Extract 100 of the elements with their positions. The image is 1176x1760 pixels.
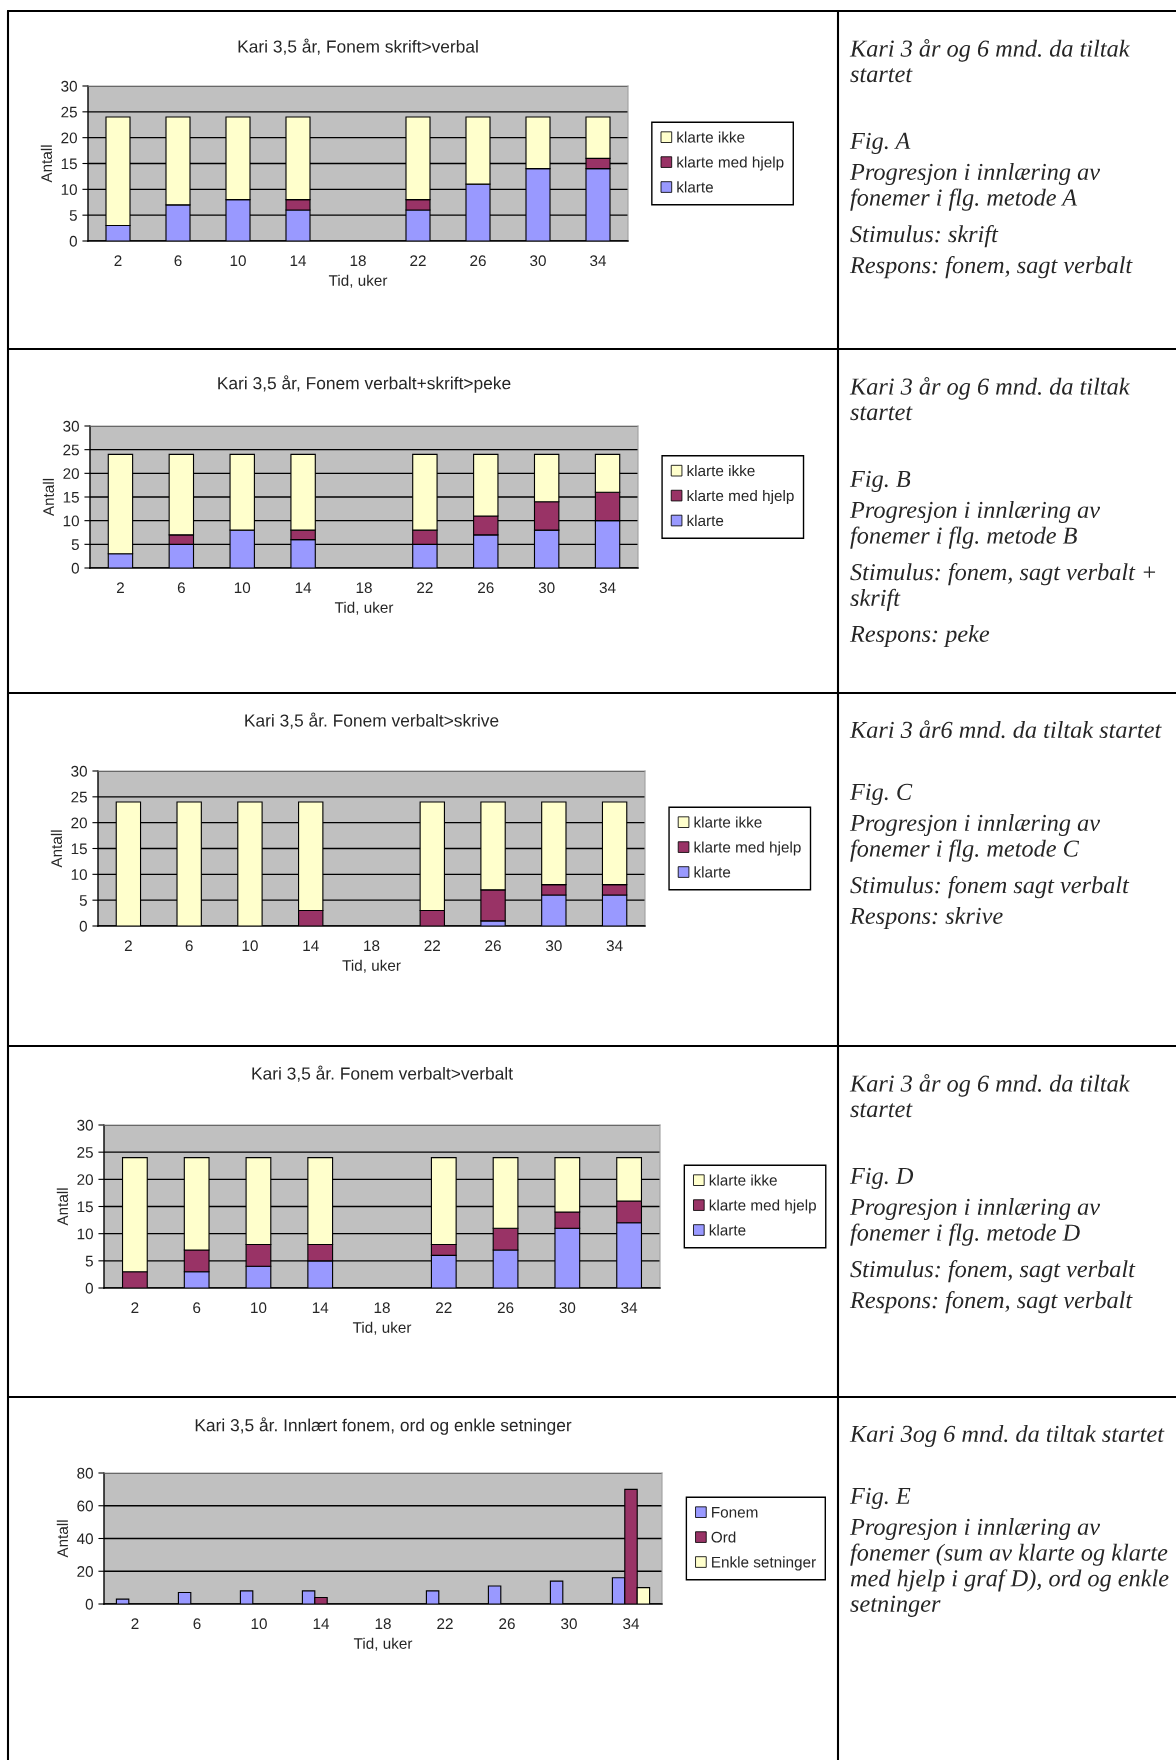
- y-tick-label: 30: [77, 1119, 93, 1131]
- y-tick-label: 20: [61, 132, 77, 144]
- chart-title: Kari 3,5 år. Innlært fonem, ord og enkle setninger: [195, 1417, 572, 1435]
- y-tick-label: 30: [61, 80, 77, 92]
- y-tick-label: 0: [79, 920, 87, 932]
- y-tick-label: 0: [71, 562, 79, 574]
- x-tick-label: 2: [114, 255, 122, 266]
- y-tick-label: 0: [69, 235, 77, 247]
- legend-label: klarte: [694, 866, 731, 878]
- x-axis-title: Tid, uker: [328, 274, 388, 288]
- text: Progresjon i innlæring av fonemer (sum av klarte og klarte med hjelp i graf D), ord og enkle setninger: [849, 1518, 1169, 1617]
- x-tick-label: 2: [131, 1302, 139, 1313]
- text: Stimulus: fonem sagt verbalt: [850, 876, 1130, 899]
- text: Fig. D: [849, 1167, 914, 1190]
- x-tick-label: 34: [590, 255, 607, 267]
- x-tick-label: 26: [485, 940, 501, 952]
- x-tick-label: 22: [437, 1618, 453, 1629]
- x-tick-label: 10: [234, 582, 251, 594]
- text: Kari 3 år og 6 mnd. da tiltak startet: [849, 1074, 1130, 1118]
- chart-title: Kari 3,5 år. Fonem verbalt>verbalt: [252, 1065, 513, 1082]
- text: Progresjon i innlæring av fonemer i flg. metode C: [849, 814, 1101, 862]
- x-tick-label: 30: [561, 1618, 577, 1630]
- y-axis-title: Antall: [56, 1188, 69, 1226]
- x-tick-label: 6: [177, 582, 185, 594]
- x-tick-label: 2: [116, 582, 124, 593]
- y-tick-label: 10: [77, 1228, 93, 1240]
- x-tick-label: 18: [364, 940, 380, 952]
- x-tick-label: 18: [350, 255, 366, 267]
- x-tick-label: 14: [313, 1618, 330, 1629]
- y-tick-label: 5: [71, 539, 79, 551]
- x-axis-title: Tid, uker: [353, 1637, 413, 1651]
- text: Progresjon i innlæring av fonemer i flg. metode D: [849, 1198, 1101, 1246]
- legend-label: Enkle setninger: [712, 1556, 816, 1571]
- x-tick-label: 6: [174, 255, 182, 267]
- text: Fig. B: [849, 470, 911, 493]
- x-tick-label: 14: [312, 1302, 329, 1313]
- legend-label: klarte: [677, 181, 713, 193]
- y-tick-label: 25: [63, 444, 79, 456]
- y-tick-label: 80: [77, 1467, 93, 1479]
- x-tick-label: 14: [290, 255, 307, 266]
- x-tick-label: 10: [230, 255, 246, 267]
- legend-label: klarte med hjelp: [694, 841, 801, 856]
- legend-label: klarte ikke: [677, 131, 745, 143]
- text: Fig. E: [849, 1487, 911, 1510]
- y-tick-label: 10: [71, 869, 87, 881]
- text: Respons: fonem, sagt verbalt: [849, 1291, 1133, 1314]
- text: Stimulus: skrift: [850, 225, 999, 248]
- legend-label: klarte ikke: [687, 464, 755, 477]
- y-tick-label: 15: [61, 158, 77, 170]
- x-tick-label: 2: [131, 1618, 139, 1629]
- text: Respons: peke: [849, 625, 990, 648]
- chart-title: Kari 3,5 år. Fonem verbalt>skrive: [245, 712, 499, 729]
- chart-title: Kari 3,5 år, Fonem skrift>verbal: [238, 38, 478, 55]
- y-tick-label: 5: [79, 895, 87, 906]
- x-tick-label: 30: [559, 1302, 576, 1314]
- text: Kari 3 år6 mnd. da tiltak startet: [849, 720, 1162, 739]
- y-tick-label: 40: [76, 1533, 93, 1545]
- y-tick-label: 25: [77, 1147, 93, 1158]
- x-tick-label: 6: [185, 940, 193, 952]
- x-tick-label: 26: [478, 582, 494, 594]
- x-tick-label: 30: [545, 940, 562, 952]
- text: Progresjon i innlæring av fonemer i flg. metode A: [849, 163, 1101, 211]
- text: Kari 3og 6 mnd. da tiltak startet: [849, 1425, 1165, 1448]
- y-axis-title: Antall: [50, 830, 63, 868]
- x-tick-label: 22: [410, 255, 426, 266]
- x-tick-label: 26: [470, 255, 486, 267]
- y-tick-label: 20: [71, 817, 87, 829]
- y-axis-title: Antall: [40, 145, 53, 183]
- x-tick-label: 34: [623, 1618, 640, 1630]
- y-axis-title: Antall: [56, 1520, 69, 1558]
- text: Respons: skrive: [849, 907, 1003, 930]
- y-tick-label: 15: [63, 492, 79, 503]
- y-tick-label: 25: [61, 106, 77, 118]
- legend-label: Fonem: [712, 1507, 758, 1518]
- text: Respons: fonem, sagt verbalt: [849, 256, 1133, 279]
- x-tick-label: 14: [295, 582, 312, 593]
- y-tick-label: 0: [85, 1282, 93, 1294]
- text: Stimulus: fonem, sagt verbalt + skrift: [850, 563, 1156, 611]
- legend-label: klarte: [687, 514, 724, 527]
- text: Kari 3 år og 6 mnd. da tiltak startet: [849, 377, 1130, 421]
- x-axis-title: Tid, uker: [352, 1321, 412, 1335]
- y-tick-label: 20: [77, 1566, 93, 1577]
- chart-title: Kari 3,5 år, Fonem verbalt+skrift>peke: [218, 375, 511, 393]
- y-tick-label: 15: [77, 1201, 93, 1213]
- x-tick-label: 10: [251, 1302, 267, 1314]
- y-tick-label: 20: [77, 1174, 93, 1186]
- y-tick-label: 0: [85, 1598, 93, 1610]
- x-tick-label: 34: [606, 940, 623, 952]
- y-tick-label: 30: [63, 420, 79, 432]
- y-tick-label: 5: [69, 210, 77, 221]
- x-tick-label: 10: [251, 1618, 267, 1630]
- y-tick-label: 5: [85, 1255, 93, 1267]
- x-tick-label: 18: [356, 582, 372, 594]
- x-tick-label: 6: [193, 1618, 201, 1630]
- y-tick-label: 10: [63, 515, 79, 527]
- y-tick-label: 10: [61, 184, 77, 196]
- text: Kari 3 år og 6 mnd. da tiltak startet: [849, 39, 1130, 83]
- text: Fig. A: [849, 132, 911, 155]
- y-tick-label: 15: [71, 843, 87, 855]
- x-tick-label: 26: [499, 1618, 515, 1630]
